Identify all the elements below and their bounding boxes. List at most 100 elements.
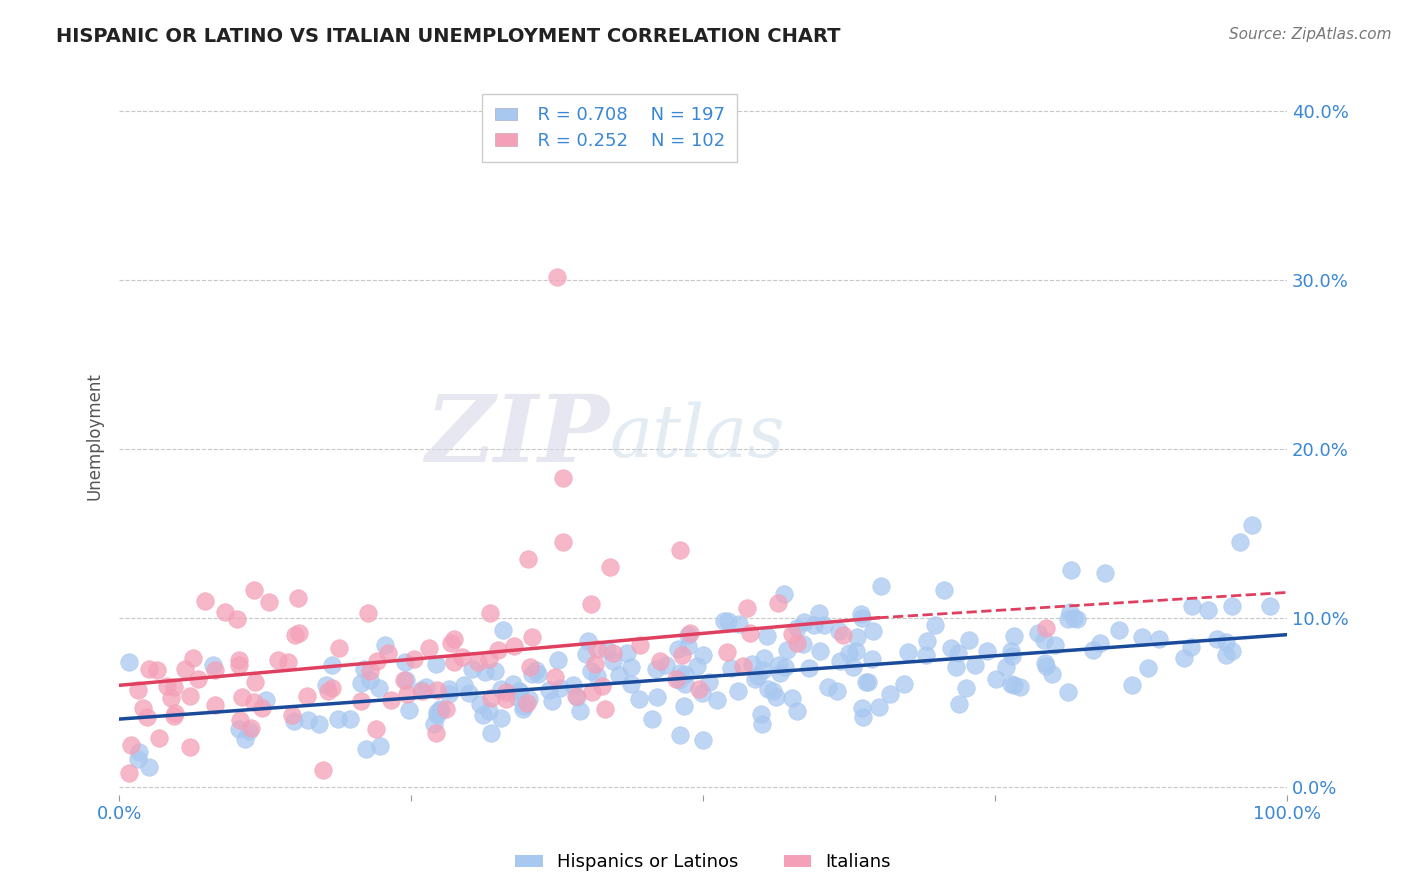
Point xyxy=(669,543,692,558)
Point xyxy=(374,638,396,652)
Point xyxy=(628,691,651,706)
Point xyxy=(851,611,873,625)
Point xyxy=(1220,599,1243,614)
Point xyxy=(914,648,936,663)
Point xyxy=(1121,678,1143,692)
Point xyxy=(645,690,668,704)
Point xyxy=(194,594,217,608)
Point xyxy=(673,666,696,681)
Point xyxy=(665,672,688,686)
Point xyxy=(478,652,501,666)
Point xyxy=(868,699,890,714)
Point xyxy=(673,676,696,690)
Point xyxy=(527,667,550,681)
Point xyxy=(295,690,318,704)
Legend: Hispanics or Latinos, Italians: Hispanics or Latinos, Italians xyxy=(508,847,898,879)
Point xyxy=(411,683,433,698)
Point xyxy=(965,657,987,672)
Point xyxy=(648,654,671,668)
Point xyxy=(845,644,868,658)
Point xyxy=(502,677,524,691)
Point xyxy=(287,591,309,606)
Point xyxy=(443,632,465,646)
Point xyxy=(1220,644,1243,658)
Point xyxy=(146,664,169,678)
Point xyxy=(495,684,517,698)
Point xyxy=(551,534,574,549)
Point xyxy=(308,716,330,731)
Point xyxy=(616,646,638,660)
Point xyxy=(586,642,609,657)
Point xyxy=(620,659,643,673)
Point xyxy=(468,697,491,711)
Point xyxy=(288,625,311,640)
Point xyxy=(1057,685,1080,699)
Point xyxy=(1181,599,1204,613)
Point xyxy=(368,681,391,695)
Point xyxy=(765,690,787,704)
Point xyxy=(339,712,361,726)
Point xyxy=(1043,638,1066,652)
Point xyxy=(720,661,742,675)
Point xyxy=(692,733,714,747)
Point xyxy=(786,636,808,650)
Point xyxy=(418,641,440,656)
Point xyxy=(524,663,547,677)
Point xyxy=(751,706,773,721)
Point xyxy=(394,673,416,688)
Point xyxy=(830,654,852,668)
Point xyxy=(946,646,969,660)
Point xyxy=(484,664,506,678)
Point xyxy=(243,675,266,690)
Point xyxy=(955,681,977,695)
Point xyxy=(479,691,502,706)
Point xyxy=(645,662,668,676)
Point xyxy=(118,766,141,780)
Point xyxy=(423,716,446,731)
Point xyxy=(849,607,872,621)
Point xyxy=(202,658,225,673)
Point xyxy=(676,639,699,653)
Point xyxy=(179,690,201,704)
Point xyxy=(160,690,183,705)
Point xyxy=(478,606,501,620)
Point xyxy=(380,692,402,706)
Point xyxy=(228,657,250,672)
Point xyxy=(239,721,262,735)
Point xyxy=(697,674,720,689)
Point xyxy=(768,658,790,673)
Point xyxy=(328,641,350,656)
Point xyxy=(411,683,433,698)
Point xyxy=(713,614,735,628)
Point xyxy=(666,641,689,656)
Text: atlas: atlas xyxy=(610,401,786,472)
Point xyxy=(179,740,201,755)
Point xyxy=(512,702,534,716)
Point xyxy=(429,702,451,716)
Point xyxy=(1033,633,1056,648)
Point xyxy=(776,642,799,657)
Point xyxy=(628,638,651,652)
Point xyxy=(939,640,962,655)
Point xyxy=(756,629,779,643)
Point xyxy=(762,684,785,698)
Text: ZIP: ZIP xyxy=(426,392,610,482)
Point xyxy=(259,595,281,609)
Point xyxy=(1002,678,1025,692)
Point xyxy=(474,665,496,679)
Point xyxy=(706,693,728,707)
Point xyxy=(396,687,419,701)
Point xyxy=(780,626,803,640)
Point xyxy=(214,605,236,619)
Point xyxy=(516,696,538,710)
Point xyxy=(669,727,692,741)
Point xyxy=(669,665,692,680)
Point xyxy=(879,687,901,701)
Point xyxy=(491,681,513,696)
Point xyxy=(136,709,159,723)
Point xyxy=(1035,621,1057,635)
Point xyxy=(727,683,749,698)
Point xyxy=(596,643,619,657)
Point xyxy=(1057,612,1080,626)
Point xyxy=(118,655,141,669)
